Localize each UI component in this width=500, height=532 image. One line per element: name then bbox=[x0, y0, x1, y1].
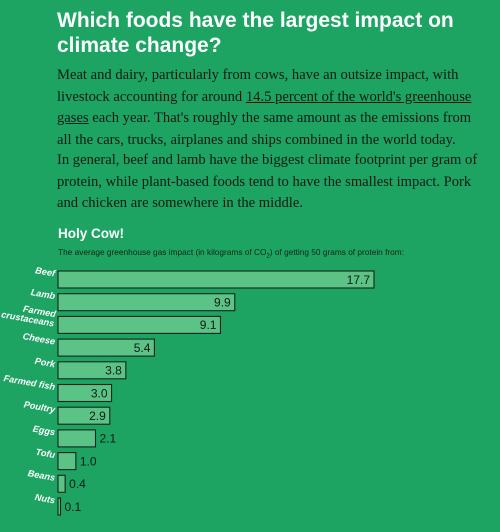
value-label: 3.8 bbox=[105, 364, 122, 378]
bar-poultry bbox=[57, 406, 111, 425]
chart-subtitle-subscript: 2 bbox=[266, 253, 270, 260]
greenhouse-gases-link[interactable]: 14.5 percent of the world's greenhouse g… bbox=[57, 88, 472, 127]
category-label: Beef bbox=[35, 265, 57, 278]
value-label: 5.4 bbox=[134, 341, 151, 355]
value-label: 2.1 bbox=[99, 432, 116, 446]
category-label: Tofu bbox=[35, 447, 56, 460]
bar-lamb bbox=[57, 293, 236, 312]
category-label-line: Beef bbox=[35, 265, 57, 278]
category-label: Poultry bbox=[23, 399, 57, 414]
value-label: 3.0 bbox=[91, 386, 108, 400]
bar-farmed-fish bbox=[57, 383, 113, 403]
bar-farmed-crustaceans bbox=[57, 315, 222, 334]
category-label-line: Nuts bbox=[34, 492, 56, 505]
bar-beef bbox=[57, 270, 375, 289]
value-label: 9.9 bbox=[214, 296, 231, 310]
chart-subtitle-end: ) of getting 50 grams of protein from: bbox=[269, 247, 404, 257]
intro-paragraph: Meat and dairy, particularly from cows, … bbox=[57, 65, 487, 151]
value-label: 0.4 bbox=[69, 477, 86, 491]
value-label: 17.7 bbox=[347, 273, 371, 287]
category-label: Pork bbox=[34, 356, 57, 370]
category-label: Farmed fish bbox=[3, 373, 56, 392]
bar-tofu bbox=[57, 452, 77, 471]
category-label: Cheese bbox=[22, 331, 56, 347]
value-label: 2.9 bbox=[89, 409, 106, 423]
headline: Which foods have the largest impact on c… bbox=[57, 9, 454, 57]
chart-subtitle-start: The average greenhouse gas impact (in ki… bbox=[58, 247, 267, 257]
bar-eggs bbox=[57, 429, 97, 448]
category-label-line: Pork bbox=[34, 356, 57, 370]
value-label: 0.1 bbox=[65, 500, 82, 514]
intro-text-start: Meat and dairy, particularly from cows, … bbox=[57, 67, 459, 105]
value-label: 9.1 bbox=[200, 318, 217, 332]
bar-beans bbox=[57, 474, 66, 493]
intro-text-end: each year. That's roughly the same amoun… bbox=[57, 110, 472, 148]
category-label-line: Tofu bbox=[35, 447, 56, 460]
bar-nuts bbox=[57, 497, 62, 516]
category-label: Lamb bbox=[30, 287, 56, 301]
category-label-line: Farmed fish bbox=[3, 373, 56, 392]
category-label: Beans bbox=[27, 468, 56, 483]
chart-subtitle: The average greenhouse gas impact (in ki… bbox=[58, 247, 404, 260]
protein-emissions-bar-chart: 17.7 Beef 9.9 Lamb 9.1 Farmedcrustaceans 5.4 Ch… bbox=[1, 265, 375, 516]
category-label-line: Lamb bbox=[30, 287, 56, 301]
value-label: 1.0 bbox=[80, 454, 97, 468]
category-label: Farmedcrustaceans bbox=[1, 300, 58, 329]
category-label-line: Beans bbox=[27, 468, 56, 483]
category-label-line: Eggs bbox=[32, 424, 56, 438]
category-label: Eggs bbox=[32, 424, 56, 438]
chart-title: Holy Cow! bbox=[58, 226, 124, 241]
bar-cheese bbox=[57, 338, 155, 357]
category-label-line: Cheese bbox=[22, 331, 56, 347]
bar-pork bbox=[57, 361, 127, 380]
second-paragraph: In general, beef and lamb have the bigge… bbox=[57, 152, 478, 211]
category-label-line: Poultry bbox=[23, 399, 57, 414]
category-label: Nuts bbox=[34, 492, 56, 505]
